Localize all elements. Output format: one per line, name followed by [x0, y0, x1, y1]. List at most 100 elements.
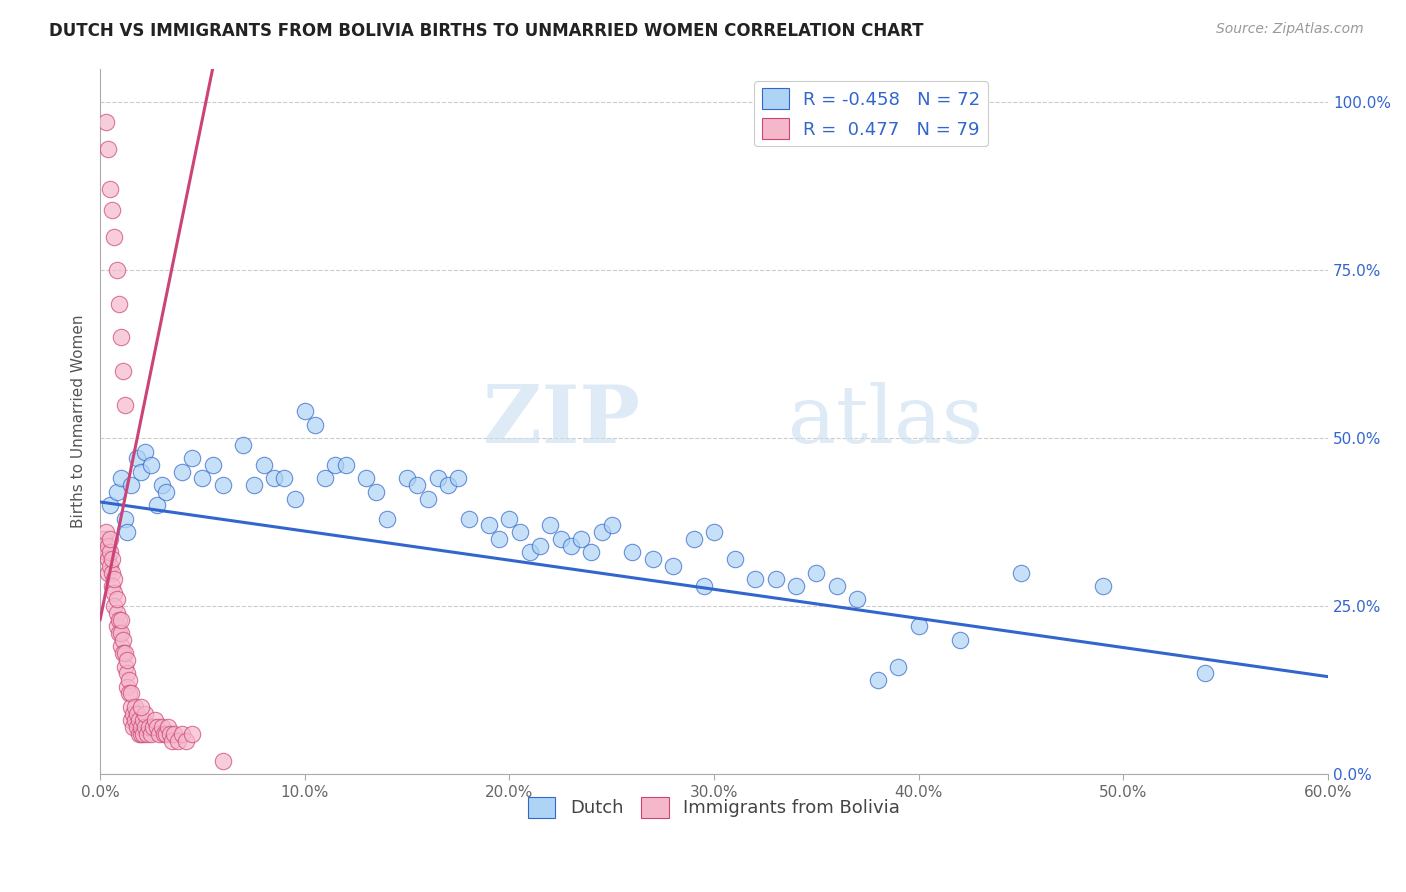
- Point: [97, 539, 120, 553]
- Point: [132, 714, 155, 728]
- Point: [191, 471, 214, 485]
- Point: [304, 417, 326, 432]
- Point: [406, 478, 429, 492]
- Point: [152, 727, 174, 741]
- Point: [170, 465, 193, 479]
- Point: [887, 659, 910, 673]
- Point: [396, 471, 419, 485]
- Point: [110, 471, 132, 485]
- Point: [101, 552, 124, 566]
- Point: [1091, 579, 1114, 593]
- Point: [97, 142, 120, 156]
- Point: [97, 552, 120, 566]
- Point: [128, 714, 150, 728]
- Point: [125, 720, 148, 734]
- Point: [110, 640, 132, 654]
- Point: [98, 558, 121, 573]
- Point: [128, 727, 150, 741]
- Point: [682, 532, 704, 546]
- Point: [335, 458, 357, 472]
- Point: [519, 545, 541, 559]
- Text: atlas: atlas: [787, 383, 983, 460]
- Point: [115, 680, 138, 694]
- Point: [253, 458, 276, 472]
- Point: [96, 115, 118, 129]
- Point: [105, 592, 128, 607]
- Point: [538, 518, 561, 533]
- Y-axis label: Births to Unmarried Women: Births to Unmarried Women: [72, 315, 86, 528]
- Point: [120, 478, 142, 492]
- Point: [118, 686, 141, 700]
- Point: [212, 754, 235, 768]
- Point: [591, 525, 613, 540]
- Point: [155, 484, 177, 499]
- Point: [134, 706, 156, 721]
- Point: [621, 545, 644, 559]
- Point: [294, 404, 316, 418]
- Point: [105, 484, 128, 499]
- Point: [101, 202, 124, 217]
- Point: [785, 579, 807, 593]
- Point: [103, 572, 125, 586]
- Point: [1010, 566, 1032, 580]
- Point: [115, 525, 138, 540]
- Point: [134, 720, 156, 734]
- Point: [155, 727, 177, 741]
- Point: [273, 471, 295, 485]
- Point: [806, 566, 828, 580]
- Text: ZIP: ZIP: [484, 383, 641, 460]
- Point: [111, 632, 134, 647]
- Point: [93, 532, 115, 546]
- Point: [134, 444, 156, 458]
- Point: [98, 532, 121, 546]
- Point: [122, 720, 145, 734]
- Point: [662, 558, 685, 573]
- Point: [120, 700, 142, 714]
- Point: [488, 532, 510, 546]
- Point: [136, 727, 159, 741]
- Point: [110, 330, 132, 344]
- Point: [141, 727, 163, 741]
- Point: [105, 263, 128, 277]
- Point: [120, 714, 142, 728]
- Point: [125, 451, 148, 466]
- Point: [846, 592, 869, 607]
- Point: [529, 539, 551, 553]
- Text: Source: ZipAtlas.com: Source: ZipAtlas.com: [1216, 22, 1364, 37]
- Point: [581, 545, 603, 559]
- Point: [98, 545, 121, 559]
- Point: [110, 613, 132, 627]
- Point: [103, 599, 125, 614]
- Point: [107, 613, 129, 627]
- Point: [114, 512, 136, 526]
- Point: [107, 626, 129, 640]
- Point: [174, 733, 197, 747]
- Point: [159, 727, 181, 741]
- Point: [907, 619, 929, 633]
- Point: [107, 296, 129, 310]
- Point: [156, 720, 179, 734]
- Point: [325, 458, 347, 472]
- Point: [354, 471, 377, 485]
- Point: [141, 458, 163, 472]
- Point: [167, 733, 190, 747]
- Point: [866, 673, 889, 687]
- Point: [723, 552, 745, 566]
- Point: [129, 700, 152, 714]
- Point: [263, 471, 285, 485]
- Point: [375, 512, 398, 526]
- Point: [150, 720, 173, 734]
- Point: [111, 646, 134, 660]
- Point: [457, 512, 479, 526]
- Point: [744, 572, 766, 586]
- Point: [120, 686, 142, 700]
- Text: DUTCH VS IMMIGRANTS FROM BOLIVIA BIRTHS TO UNMARRIED WOMEN CORRELATION CHART: DUTCH VS IMMIGRANTS FROM BOLIVIA BIRTHS …: [49, 22, 924, 40]
- Point: [114, 659, 136, 673]
- Point: [103, 585, 125, 599]
- Point: [122, 706, 145, 721]
- Point: [498, 512, 520, 526]
- Point: [101, 579, 124, 593]
- Point: [114, 646, 136, 660]
- Point: [124, 714, 146, 728]
- Point: [138, 720, 160, 734]
